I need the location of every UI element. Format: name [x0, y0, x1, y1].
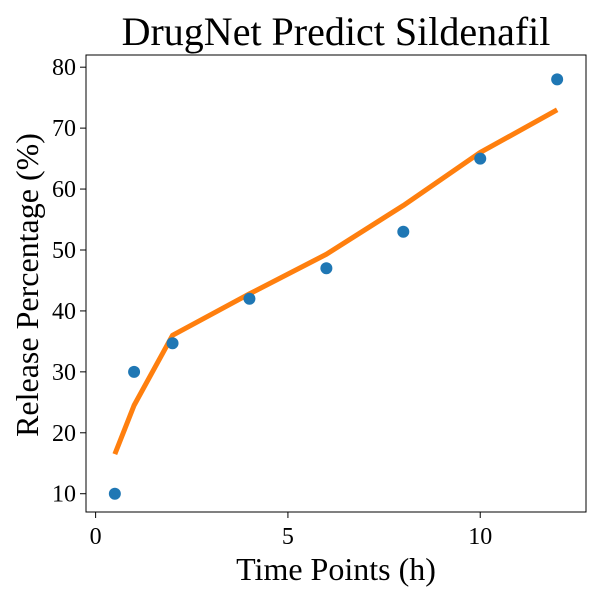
data-point: [108, 487, 121, 500]
data-point: [320, 262, 333, 275]
y-tick-label: 80: [52, 55, 76, 81]
data-point: [243, 292, 256, 305]
data-point: [397, 225, 410, 238]
data-point: [166, 337, 179, 350]
y-axis-label: Release Percentage (%): [9, 133, 45, 437]
data-point: [474, 152, 487, 165]
x-tick-label: 5: [282, 524, 294, 550]
x-axis: 0 5 10: [90, 512, 492, 550]
y-tick-label: 70: [52, 116, 76, 142]
data-point: [551, 73, 564, 86]
plot-frame: [85, 54, 587, 513]
x-axis-label: Time Points (h): [236, 551, 436, 587]
x-tick-label: 0: [90, 524, 102, 550]
y-tick-label: 30: [52, 360, 76, 386]
y-tick-label: 50: [52, 238, 76, 264]
plot-area: [85, 54, 587, 513]
y-tick-label: 60: [52, 177, 76, 203]
y-tick-label: 40: [52, 299, 76, 325]
chart-title: DrugNet Predict Sildenafil: [122, 9, 551, 54]
x-tick-label: 10: [468, 524, 492, 550]
y-tick-label: 20: [52, 421, 76, 447]
y-tick-label: 10: [52, 482, 76, 508]
data-point: [128, 365, 141, 378]
prediction-line: [112, 107, 559, 456]
y-axis: 10 20 30 40 50 60 70 80: [52, 55, 86, 508]
